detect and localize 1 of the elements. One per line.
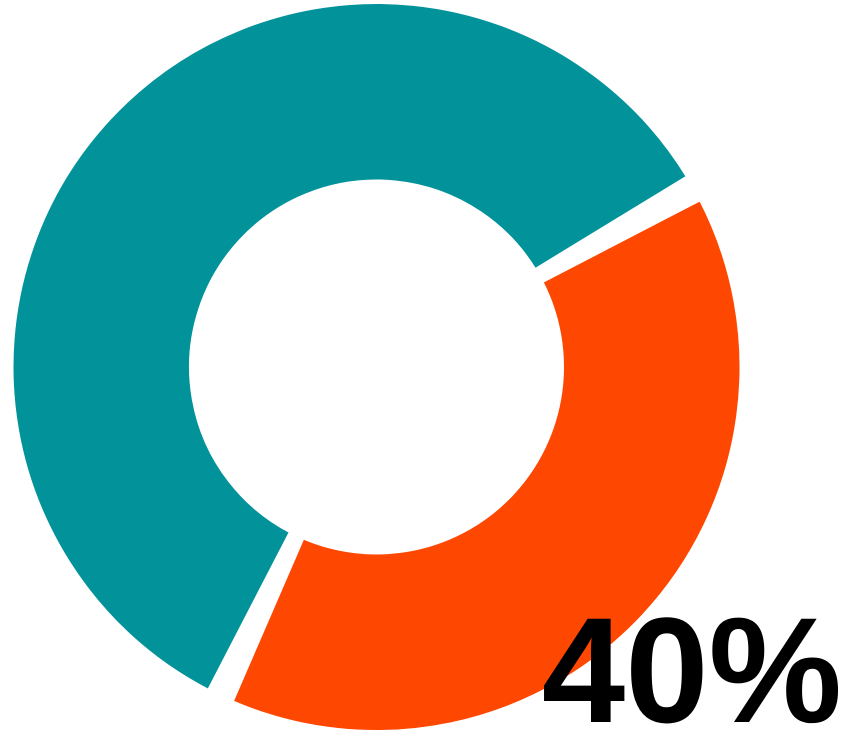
- data-label: 40%: [542, 586, 842, 734]
